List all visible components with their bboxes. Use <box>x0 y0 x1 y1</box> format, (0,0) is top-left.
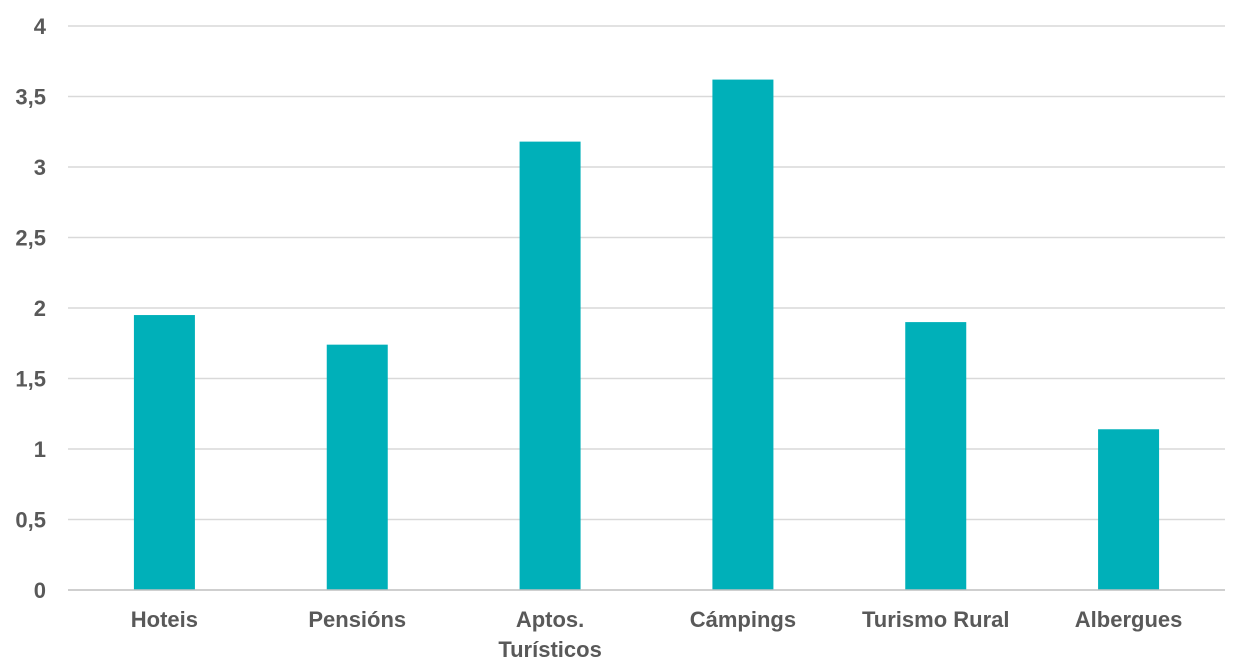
y-tick-label: 0,5 <box>15 508 46 533</box>
gridlines <box>68 25 1225 521</box>
y-tick-label: 2 <box>34 296 46 321</box>
bar <box>1098 429 1160 590</box>
y-axis-ticks: 0 0,5 1 1,5 2 2,5 3 3,5 4 <box>15 14 46 603</box>
x-tick-label: Turismo Rural <box>862 607 1010 632</box>
y-tick-label: 1 <box>34 437 46 462</box>
y-tick-label: 4 <box>34 14 47 39</box>
x-tick-label: Aptos. Turísticos <box>498 607 602 659</box>
bar <box>905 322 967 590</box>
y-tick-label: 2,5 <box>15 226 46 251</box>
bar <box>519 141 581 590</box>
y-tick-label: 0 <box>34 578 46 603</box>
x-tick-label: Cámpings <box>690 607 796 632</box>
x-tick-label: Albergues <box>1075 607 1183 632</box>
bar <box>712 79 774 590</box>
y-tick-label: 3,5 <box>15 85 46 110</box>
y-tick-label: 1,5 <box>15 367 46 392</box>
x-tick-label: Pensións <box>308 607 406 632</box>
x-tick-label: Hoteis <box>131 607 198 632</box>
x-axis-ticks: Hoteis Pensións Aptos. Turísticos Cámpings Tu… <box>131 607 1183 659</box>
bar <box>326 344 388 590</box>
bars <box>133 79 1160 590</box>
bar <box>133 315 195 590</box>
y-tick-label: 3 <box>34 155 46 180</box>
